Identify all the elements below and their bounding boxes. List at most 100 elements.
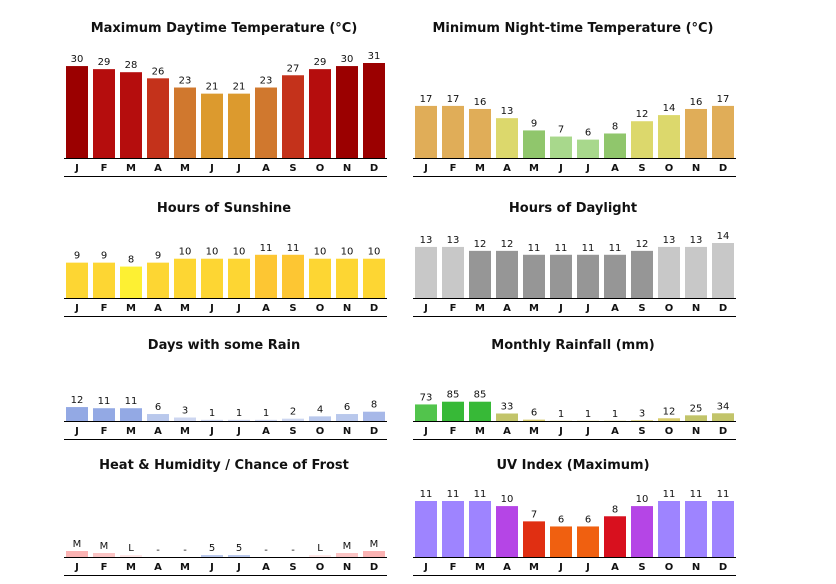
data-label: 11: [474, 489, 487, 500]
bar-d-11: [712, 413, 734, 421]
data-label: 1: [236, 408, 242, 419]
data-label: 6: [558, 514, 564, 525]
x-tick-label: J: [209, 426, 214, 437]
chart-title: Maximum Daytime Temperature (°C): [90, 21, 358, 36]
x-tick-label: S: [638, 562, 645, 573]
bar-f-1: [442, 401, 464, 421]
bar-s-8: [282, 75, 304, 158]
bar-n-10: [685, 501, 707, 557]
chart-plot: 73 J 85 F 85 M 33 A 6 M 1 J 1 J 1 A 3 S 12 O 25 N 34 D: [413, 390, 736, 440]
bar-j-5: [550, 136, 572, 158]
x-tick-label: S: [638, 426, 645, 437]
x-tick-label: S: [289, 303, 296, 314]
data-label: 13: [663, 235, 676, 246]
x-tick-label: M: [529, 163, 539, 174]
chart-title: Minimum Night-time Temperature (°C): [432, 21, 714, 36]
x-tick-label: O: [316, 303, 325, 314]
data-label: 11: [125, 396, 138, 407]
bar-f-1: [442, 105, 464, 158]
bar-a-7: [255, 419, 277, 421]
data-label: 11: [582, 243, 595, 254]
bar-j-0: [415, 404, 437, 421]
data-label: 12: [636, 109, 649, 120]
data-label: 11: [609, 243, 622, 254]
bar-j-6: [228, 258, 250, 298]
bar-o-9: [309, 258, 331, 298]
bar-s-8: [282, 418, 304, 421]
x-tick-label: J: [236, 303, 241, 314]
x-tick-label: M: [180, 303, 190, 314]
data-label: 8: [371, 400, 377, 411]
data-label: 5: [236, 543, 242, 554]
data-label: 30: [341, 54, 354, 65]
data-label: 13: [501, 106, 514, 117]
data-label: 11: [260, 243, 273, 254]
x-tick-label: M: [475, 426, 485, 437]
data-label: 85: [474, 390, 487, 401]
bar-f-1: [93, 69, 115, 158]
bar-d-11: [363, 411, 385, 421]
bar-d-11: [363, 258, 385, 298]
chart-title: Heat & Humidity / Chance of Frost: [99, 458, 349, 473]
x-tick-label: N: [343, 163, 351, 174]
bar-o-9: [658, 246, 680, 298]
x-tick-label: D: [370, 562, 378, 573]
data-label: 33: [501, 402, 514, 413]
bar-j-5: [201, 258, 223, 298]
data-label: 21: [233, 82, 246, 93]
data-label: 13: [690, 235, 703, 246]
bar-a-7: [255, 254, 277, 298]
x-tick-label: J: [423, 426, 428, 437]
x-tick-label: M: [475, 163, 485, 174]
data-label: 17: [447, 94, 460, 105]
data-label: -: [183, 545, 187, 556]
x-tick-label: J: [585, 426, 590, 437]
data-label: 85: [447, 390, 460, 401]
x-tick-label: D: [719, 426, 727, 437]
data-label: 13: [447, 235, 460, 246]
data-label: 34: [717, 401, 730, 412]
bar-d-11: [712, 243, 734, 298]
x-tick-label: N: [692, 303, 700, 314]
data-label: 1: [612, 409, 618, 420]
x-tick-label: J: [585, 163, 590, 174]
bar-a-3: [496, 250, 518, 298]
bar-j-6: [228, 93, 250, 158]
data-label: 26: [152, 66, 165, 77]
x-tick-label: A: [611, 303, 619, 314]
chart-title: Days with some Rain: [147, 338, 301, 353]
bar-d-11: [363, 63, 385, 158]
bar-s-8: [282, 254, 304, 298]
x-tick-label: N: [343, 426, 351, 437]
x-tick-label: A: [503, 426, 511, 437]
data-label: 10: [636, 494, 649, 505]
data-label: 12: [663, 406, 676, 417]
data-label: 11: [555, 243, 568, 254]
x-tick-label: J: [558, 426, 563, 437]
data-label: 11: [690, 489, 703, 500]
x-tick-label: D: [370, 426, 378, 437]
x-tick-label: M: [126, 303, 136, 314]
data-label: 23: [260, 76, 273, 87]
data-label: 14: [717, 231, 730, 242]
x-tick-label: D: [719, 163, 727, 174]
data-label: 27: [287, 63, 300, 74]
data-label: 16: [690, 97, 703, 108]
chart-plot: 12 J 11 F 11 M 6 A 3 M 1 J 1 J 1 A 2 S 4 O 6 N 8 D: [64, 395, 387, 440]
bar-j-0: [415, 246, 437, 298]
data-label: 12: [636, 239, 649, 250]
data-label: -: [156, 545, 160, 556]
x-tick-label: F: [101, 303, 108, 314]
data-label: 6: [585, 128, 591, 139]
x-tick-label: J: [585, 562, 590, 573]
chart-plot: 30 J 29 F 28 M 26 A 23 M 21 J 21 J 23 A 27 S 29 O 30 N 31 D: [64, 51, 387, 177]
data-label: 7: [558, 125, 564, 136]
data-label: 12: [71, 395, 84, 406]
x-tick-label: F: [450, 163, 457, 174]
chart-uv-index: UV Index (Maximum) 11 J 11 F 11 M 10 A 7 M 6 J 6 J 8 A 1…: [413, 455, 736, 577]
bar-m-2: [120, 555, 142, 557]
bar-f-1: [442, 501, 464, 557]
bar-o-9: [309, 416, 331, 421]
x-tick-label: J: [209, 562, 214, 573]
x-tick-label: F: [101, 562, 108, 573]
